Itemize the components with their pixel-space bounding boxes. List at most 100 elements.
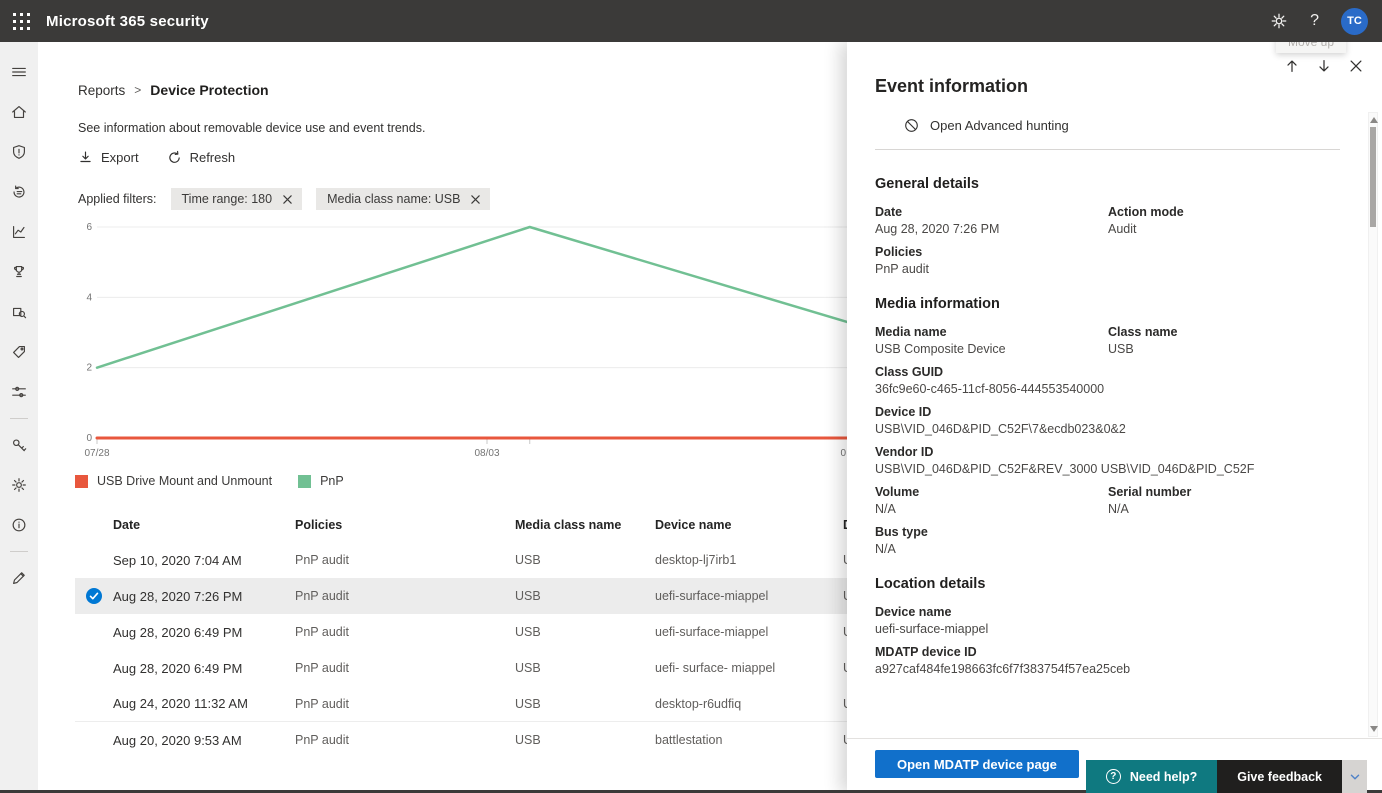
nav-home-icon[interactable] xyxy=(0,92,38,132)
section-location-details: Location details Device name uefi-surface… xyxy=(875,576,1131,676)
column-header-date[interactable]: Date xyxy=(113,518,141,532)
need-help-button[interactable]: ? Need help? xyxy=(1085,760,1218,793)
filter-chip-label: Time range: 180 xyxy=(181,192,273,206)
open-advanced-hunting-label: Open Advanced hunting xyxy=(930,118,1069,133)
scrollbar-up-arrow[interactable] xyxy=(1370,117,1378,123)
blocked-circle-icon xyxy=(905,119,918,132)
field-value: uefi-surface-miappel xyxy=(875,622,989,636)
breadcrumb-separator: > xyxy=(134,83,142,97)
panel-body: General details Date Aug 28, 2020 7:26 PM… xyxy=(875,150,1336,676)
left-nav-rail xyxy=(0,42,38,793)
need-help-label: Need help? xyxy=(1129,769,1198,784)
nav-incidents-icon[interactable] xyxy=(0,172,38,212)
nav-permissions-key-icon[interactable] xyxy=(0,425,38,465)
top-app-bar: Microsoft 365 security ? TC xyxy=(0,0,1382,42)
account-avatar[interactable]: TC xyxy=(1341,7,1368,35)
device-trend-chart: 0 2 4 6 07/28 08/03 0 xyxy=(75,218,849,468)
table-row[interactable]: Aug 28, 2020 6:49 PM PnP audit USB uefi-… xyxy=(113,660,852,676)
section-general-details: General details Date Aug 28, 2020 7:26 PM… xyxy=(875,176,1336,276)
nav-customize-pencil-icon[interactable] xyxy=(0,558,38,598)
remove-filter-icon[interactable] xyxy=(470,194,481,205)
export-button[interactable]: Export xyxy=(78,150,139,165)
field-label: Date xyxy=(875,205,903,219)
column-header-media-class[interactable]: Media class name xyxy=(515,518,622,532)
field-value: USB\VID_046D&PID_C52F&REV_3000 USB\VID_0… xyxy=(875,462,1255,476)
filter-chip-label: Media class name: USB xyxy=(327,192,461,206)
nav-more-resources-info-icon[interactable] xyxy=(0,505,38,545)
nav-divider xyxy=(10,551,28,552)
help-circle-icon: ? xyxy=(1105,769,1121,784)
give-feedback-button[interactable]: Give feedback xyxy=(1217,760,1342,793)
open-advanced-hunting-button[interactable]: Open Advanced hunting xyxy=(903,117,1069,134)
help-question-icon[interactable]: ? xyxy=(1310,12,1319,29)
nav-classification-icon[interactable] xyxy=(0,332,38,372)
field-label: Device ID xyxy=(875,405,932,419)
settings-gear-icon[interactable] xyxy=(1270,12,1288,30)
column-header-policies[interactable]: Policies xyxy=(295,518,343,532)
nav-alerts-shield-icon[interactable] xyxy=(0,132,38,172)
remove-filter-icon[interactable] xyxy=(282,194,293,205)
applied-filters: Applied filters: Time range: 180 Media c… xyxy=(78,188,491,210)
legend-label: USB Drive Mount and Unmount xyxy=(97,474,273,488)
nav-menu-icon[interactable] xyxy=(0,52,38,92)
field-value: PnP audit xyxy=(875,262,929,276)
close-panel-icon[interactable] xyxy=(1348,58,1364,74)
refresh-button[interactable]: Refresh xyxy=(167,150,235,165)
event-information-panel: Event information Open Advanced hunting … xyxy=(847,42,1382,793)
export-label: Export xyxy=(101,150,139,165)
column-header-device-name[interactable]: Device name xyxy=(655,518,732,532)
legend-label: PnP xyxy=(320,474,344,488)
field-value: N/A xyxy=(1108,502,1129,516)
filter-chip-media-class[interactable]: Media class name: USB xyxy=(316,188,491,210)
give-feedback-label: Give feedback xyxy=(1237,769,1322,784)
field-value: USB Composite Device xyxy=(875,342,1006,356)
scrollbar-down-arrow[interactable] xyxy=(1370,726,1378,732)
legend-swatch-usb xyxy=(75,474,88,488)
row-selected-check-icon[interactable] xyxy=(75,588,113,604)
nav-policies-icon[interactable] xyxy=(0,372,38,412)
nav-settings-gear-icon[interactable] xyxy=(0,465,38,505)
scrollbar-thumb[interactable] xyxy=(1370,127,1376,227)
panel-nav xyxy=(1284,58,1364,74)
field-value: 36fc9e60-c465-11cf-8056-444553540000 xyxy=(875,382,1105,396)
table-row[interactable]: Aug 20, 2020 9:53 AM PnP audit USB battl… xyxy=(113,732,852,748)
nav-reports-icon[interactable] xyxy=(0,212,38,252)
field-label: Bus type xyxy=(875,525,928,539)
nav-secure-score-icon[interactable] xyxy=(0,252,38,292)
field-label: Class name xyxy=(1108,325,1178,339)
panel-scrollbar[interactable] xyxy=(1368,112,1378,737)
page-title: Device Protection xyxy=(150,82,269,98)
app-title: Microsoft 365 security xyxy=(46,12,209,30)
breadcrumb-reports-link[interactable]: Reports xyxy=(78,82,126,98)
report-toolbar: Export Refresh xyxy=(78,150,235,165)
y-axis-tick-label: 4 xyxy=(86,292,92,303)
field-value: N/A xyxy=(875,542,896,556)
table-header-row: Date Policies Media class name Device na… xyxy=(75,508,1382,542)
x-axis-tick-label: 0 xyxy=(840,448,846,459)
field-label: Device name xyxy=(875,605,952,619)
y-axis-tick-label: 6 xyxy=(86,222,92,233)
nav-divider xyxy=(10,418,28,419)
filter-chip-time-range[interactable]: Time range: 180 xyxy=(170,188,303,210)
series-line-pnp xyxy=(95,225,849,369)
legend-item-usb-mount[interactable]: USB Drive Mount and Unmount xyxy=(75,474,272,488)
field-label: Action mode xyxy=(1108,205,1184,219)
export-download-icon xyxy=(80,151,91,163)
y-axis-tick-label: 2 xyxy=(86,363,92,374)
section-media-information: Media information Media name USB Composit… xyxy=(875,296,1336,556)
field-label: Class GUID xyxy=(875,365,944,379)
feedback-expand-chevron-icon[interactable] xyxy=(1342,760,1367,793)
next-event-down-arrow-icon[interactable] xyxy=(1316,58,1332,74)
legend-item-pnp[interactable]: PnP xyxy=(298,474,344,488)
open-mdatp-device-page-button[interactable]: Open MDATP device page xyxy=(875,750,1079,778)
refresh-icon xyxy=(168,150,180,163)
panel-title: Event information xyxy=(875,76,1029,96)
app-launcher-waffle-icon[interactable] xyxy=(0,0,42,42)
help-feedback-bar: ? Need help? Give feedback xyxy=(1085,760,1367,793)
field-value: Audit xyxy=(1108,222,1137,236)
nav-hunting-icon[interactable] xyxy=(0,292,38,332)
field-label: Vendor ID xyxy=(875,445,934,459)
field-value: N/A xyxy=(875,502,896,516)
previous-event-up-arrow-icon[interactable] xyxy=(1284,58,1300,74)
field-label: Policies xyxy=(875,245,923,259)
